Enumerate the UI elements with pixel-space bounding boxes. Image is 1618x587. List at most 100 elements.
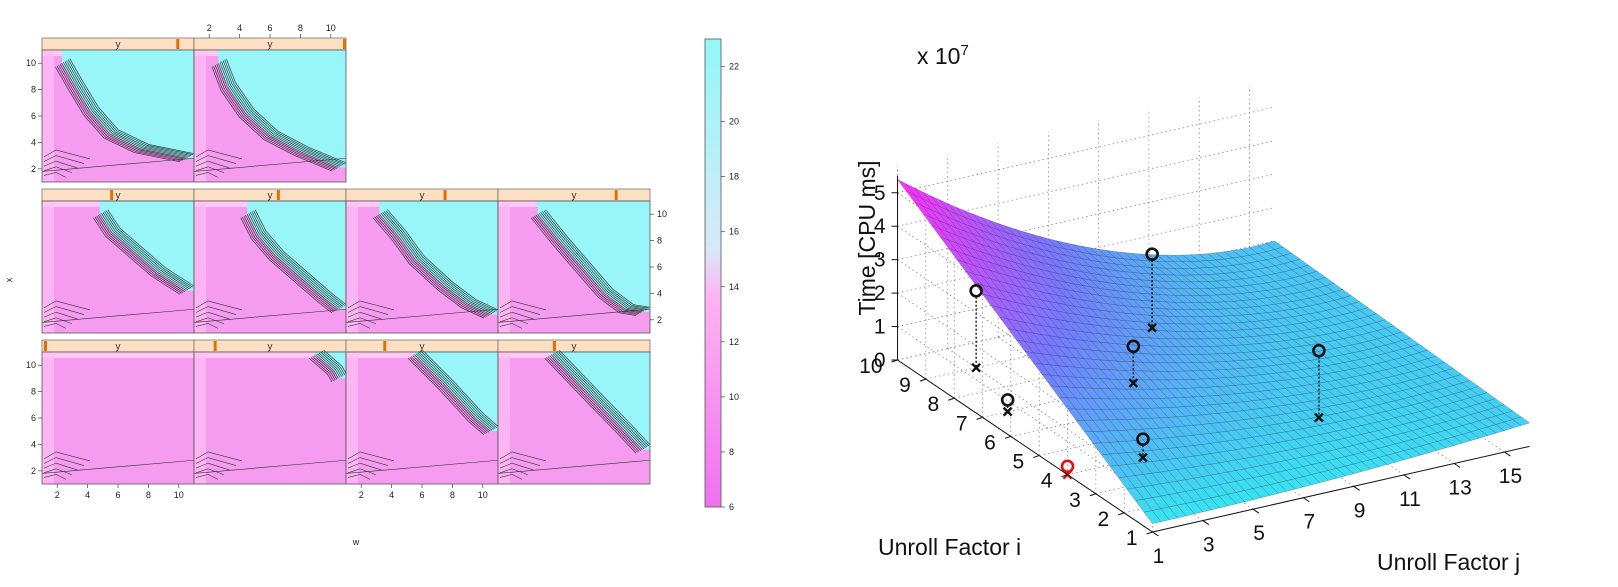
- contour-line: [225, 58, 347, 164]
- contour-line: [347, 468, 377, 476]
- y-tick-label: 4: [31, 137, 36, 147]
- x-tick-label: 2: [359, 490, 364, 500]
- contour-line: [193, 459, 347, 474]
- contour-line: [43, 306, 85, 315]
- contour-line: [246, 214, 339, 310]
- contour-line: [499, 468, 529, 476]
- y-tick-label: 3: [1069, 489, 1081, 512]
- colorbar-tick-label: 14: [729, 282, 739, 292]
- x-tick-label: 4: [389, 490, 394, 500]
- contour-line: [374, 216, 486, 318]
- y-tick-mark: [1089, 493, 1096, 497]
- contour-line: [550, 354, 643, 450]
- contour-line: [43, 474, 67, 480]
- y-tick-mark: [919, 378, 927, 382]
- heatmap-panel: y 2 4 6 8 10: [193, 23, 347, 183]
- colorbar-tick-label: 16: [729, 227, 739, 237]
- panel-frame: [193, 49, 347, 183]
- contour-line: [195, 306, 237, 315]
- contour-line: [248, 213, 341, 309]
- wall-grid-line: [897, 106, 1275, 194]
- contour-line: [219, 62, 341, 167]
- contour-line: [499, 323, 523, 329]
- contour-line: [380, 213, 493, 314]
- contour-line: [61, 63, 187, 159]
- panel-low-region: [194, 352, 346, 484]
- heatmap-panel: y: [497, 339, 651, 485]
- sample-floor-marker: [1002, 406, 1013, 417]
- contour-line: [222, 60, 344, 166]
- y-tick-mark: [976, 416, 983, 420]
- heatmap-ylabel: x: [4, 277, 14, 282]
- strip-label: y: [420, 191, 425, 202]
- y-tick-mark: [948, 397, 955, 401]
- contour-line: [347, 311, 383, 320]
- contour-line: [195, 166, 225, 174]
- contour-line: [422, 349, 499, 427]
- colorbar-gradient: [704, 38, 722, 508]
- x-tick-label: 11: [1399, 488, 1421, 511]
- contour-line: [195, 474, 219, 480]
- heatmap-xlabel: w: [352, 537, 360, 547]
- x-tick-label: 15: [1499, 465, 1522, 488]
- y-tick-label: 10: [26, 58, 36, 68]
- y-tick-label: 2: [1097, 508, 1109, 531]
- colorbar-tick-label: 10: [729, 392, 739, 402]
- contour-line: [544, 357, 637, 454]
- contour-line: [499, 300, 547, 311]
- panel-pale-band: [42, 50, 54, 182]
- contour-line: [41, 308, 195, 323]
- contour-line: [66, 60, 192, 156]
- heatmap-panel: y: [41, 188, 195, 334]
- contour-line: [195, 172, 219, 178]
- contour-line: [542, 211, 648, 310]
- y-tick-label: 4: [31, 439, 36, 449]
- strip-label: y: [268, 342, 273, 353]
- floor-grid-line: [954, 312, 1332, 399]
- contour-line: [243, 215, 336, 312]
- contour-line: [383, 211, 496, 313]
- heatmap-panel: y 2 4 6 8 10 2 4 6 8 10: [26, 339, 195, 500]
- contour-line: [372, 217, 485, 319]
- contour-line: [43, 462, 79, 471]
- heatmap-panel: y 2 4 6 8 10: [497, 188, 667, 334]
- contour-line: [549, 355, 642, 451]
- contour-line: [387, 209, 499, 311]
- panel-pale-band: [498, 201, 510, 333]
- heatmap-panel: y 2 4 6 8 10: [345, 339, 499, 500]
- contour-line: [545, 209, 651, 308]
- contour-line: [347, 300, 395, 311]
- y-tick-label: 10: [26, 360, 36, 370]
- sample-floor-marker: [1314, 412, 1324, 423]
- contour-line: [195, 311, 231, 320]
- x-tick-label: 2: [207, 23, 212, 33]
- contour-line: [64, 61, 190, 157]
- contour-line: [43, 300, 91, 311]
- contour-line: [107, 209, 195, 287]
- strip-level-marker: [44, 341, 47, 351]
- panel-high-region: [247, 201, 346, 310]
- x-tick-label: 10: [326, 23, 336, 33]
- x-axis-line: [1152, 445, 1530, 533]
- x-tick-label: 4: [85, 490, 90, 500]
- contour-line: [97, 214, 185, 292]
- contour-line: [420, 350, 498, 428]
- contour-line: [221, 61, 342, 167]
- contour-line: [43, 317, 73, 325]
- panel-pale-band: [42, 352, 194, 358]
- contour-line: [251, 211, 344, 307]
- contour-line: [532, 216, 638, 315]
- x-tick-label: 2: [55, 490, 60, 500]
- y-tick-label: 9: [899, 374, 911, 397]
- floor-grid-line: [925, 293, 1304, 380]
- contour-line: [43, 155, 85, 164]
- x-tick-label: 5: [1253, 522, 1265, 545]
- contour-line: [418, 351, 496, 429]
- contour-line: [345, 459, 499, 474]
- x-tick-label: 1: [1153, 545, 1165, 568]
- contour-line: [193, 308, 347, 323]
- y-tick-mark: [1118, 512, 1125, 516]
- contour-line: [43, 451, 91, 462]
